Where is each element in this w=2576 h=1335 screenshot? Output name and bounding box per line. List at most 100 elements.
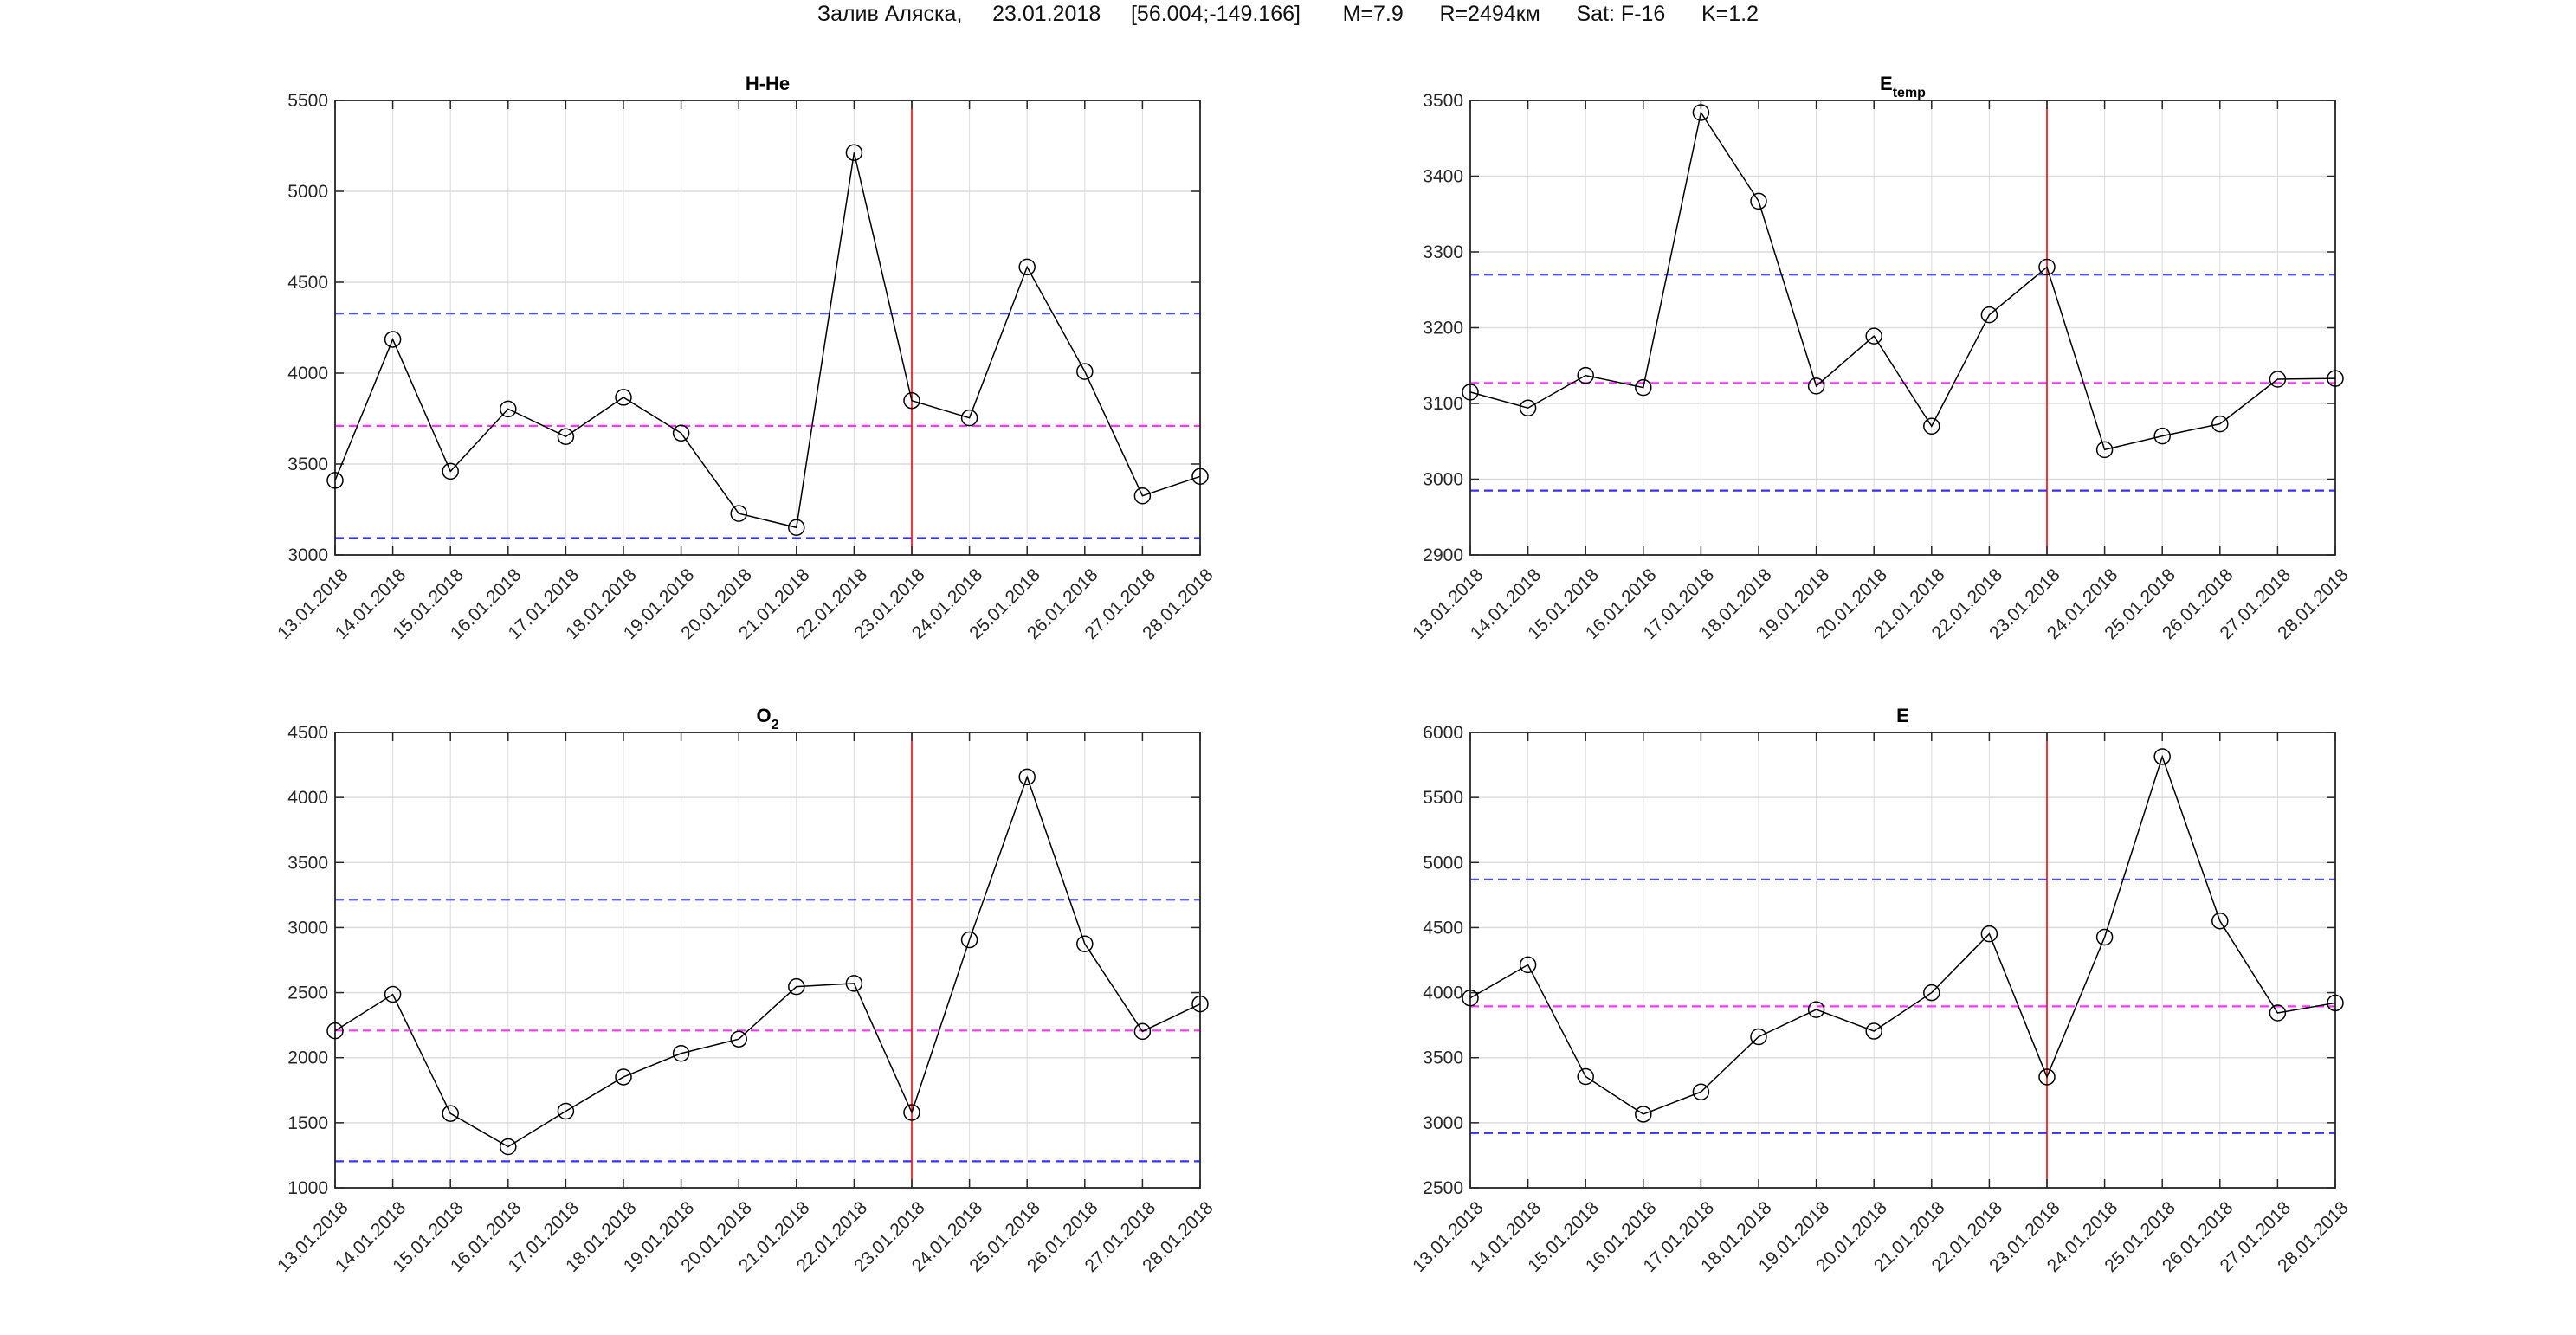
chart-panel: 13.01.201814.01.201815.01.201816.01.2018…	[274, 705, 1217, 1276]
series-line	[1469, 111, 2336, 451]
y-tick-label: 3500	[1423, 91, 1463, 111]
chart-title-main: E	[1880, 73, 1893, 94]
data-point-marker	[960, 409, 978, 427]
axes-box	[334, 732, 1201, 1189]
y-tick-label: 2900	[1423, 545, 1463, 565]
data-point-marker	[903, 1104, 920, 1121]
data-point-marker	[1923, 417, 1940, 435]
chart-panel: 13.01.201814.01.201815.01.201816.01.2018…	[1409, 73, 2353, 643]
y-tick-label: 3200	[1423, 319, 1463, 339]
data-point-marker	[2211, 415, 2229, 433]
y-tick-label: 3100	[1423, 394, 1463, 414]
y-tick-label: 1000	[287, 1178, 328, 1198]
y-tick-label: 3000	[1423, 1113, 1463, 1133]
y-tick-label: 4000	[287, 788, 328, 808]
data-point-marker	[1865, 1022, 1882, 1040]
y-tick-label: 6000	[1423, 723, 1463, 743]
data-point-marker	[1519, 399, 1537, 416]
data-point-marker	[1750, 192, 1767, 210]
data-point-marker	[1807, 1001, 1825, 1018]
data-point-marker	[2038, 1068, 2056, 1086]
data-point-marker	[845, 975, 863, 992]
data-point-marker	[1980, 925, 1998, 943]
chart-title: Etemp	[1880, 73, 1926, 100]
data-point-marker	[845, 144, 863, 162]
data-point-marker	[1133, 487, 1152, 505]
y-tick-label: 3500	[287, 455, 328, 474]
chart-panel: 13.01.201814.01.201815.01.201816.01.2018…	[274, 73, 1217, 643]
data-point-marker	[2153, 748, 2171, 765]
data-point-marker	[384, 985, 402, 1003]
data-point-marker	[557, 428, 575, 446]
data-point-marker	[500, 400, 517, 418]
axes-box	[1469, 732, 2336, 1189]
data-point-marker	[2269, 1004, 2287, 1022]
data-point-marker	[1018, 768, 1036, 786]
y-tick-label: 2500	[1423, 1178, 1463, 1198]
chart-panel: 13.01.201814.01.201815.01.201816.01.2018…	[1409, 705, 2353, 1276]
data-point-marker	[1577, 1067, 1594, 1086]
data-point-marker	[442, 462, 459, 480]
axes-box	[334, 100, 1201, 556]
data-point-marker	[1692, 104, 1710, 121]
y-tick-label: 3400	[1423, 167, 1463, 187]
y-tick-label: 5000	[1423, 853, 1463, 873]
data-point-marker	[1980, 306, 1998, 324]
data-point-marker	[1018, 258, 1036, 276]
data-point-marker	[730, 505, 747, 522]
data-point-marker	[1519, 956, 1537, 974]
data-point-marker	[1923, 984, 1940, 1002]
data-point-marker	[2327, 994, 2344, 1012]
data-point-marker	[326, 472, 344, 489]
data-point-marker	[615, 389, 632, 406]
chart-title: O2	[756, 705, 778, 732]
data-point-marker	[326, 1022, 344, 1040]
y-tick-label: 2000	[287, 1048, 328, 1068]
data-point-marker	[2269, 371, 2287, 388]
data-point-marker	[1462, 384, 1479, 401]
data-point-marker	[672, 1045, 690, 1062]
y-tick-label: 3500	[1423, 1048, 1463, 1068]
y-tick-label: 3300	[1423, 242, 1463, 262]
data-point-marker	[960, 931, 978, 949]
data-point-marker	[2038, 258, 2056, 276]
figure-title: Залив Аляска, 23.01.2018 [56.004;-149.16…	[817, 2, 1759, 26]
chart-title-main: H-He	[746, 73, 790, 94]
chart-title: H-He	[746, 73, 790, 94]
data-point-marker	[557, 1102, 575, 1120]
data-point-marker	[500, 1138, 517, 1156]
data-point-marker	[903, 391, 920, 410]
data-point-marker	[2327, 370, 2344, 387]
data-point-marker	[1807, 377, 1825, 395]
chart-title-subscript: 2	[772, 718, 779, 732]
y-tick-label: 3000	[287, 545, 328, 565]
series-line	[334, 775, 1201, 1148]
data-point-marker	[2095, 928, 2114, 946]
data-point-marker	[1635, 1106, 1652, 1123]
y-tick-label: 1500	[287, 1113, 328, 1133]
y-tick-label: 3000	[287, 918, 328, 938]
series-line	[334, 152, 1201, 529]
data-point-marker	[1750, 1028, 1767, 1046]
data-point-marker	[615, 1068, 632, 1086]
data-point-marker	[1577, 366, 1594, 384]
data-point-marker	[1191, 995, 1209, 1013]
y-tick-label: 5000	[287, 182, 328, 202]
data-point-marker	[2095, 441, 2114, 459]
data-point-marker	[1076, 363, 1094, 380]
y-tick-label: 4500	[287, 273, 328, 293]
chart-title-main: O	[756, 705, 771, 726]
data-point-marker	[1191, 468, 1209, 486]
data-point-marker	[672, 424, 690, 442]
y-tick-label: 4000	[1423, 984, 1463, 1003]
series-line	[1469, 754, 2336, 1115]
y-tick-label: 3000	[1423, 470, 1463, 490]
data-point-marker	[1865, 327, 1882, 345]
data-point-marker	[2153, 427, 2171, 445]
data-point-marker	[1133, 1022, 1152, 1041]
y-tick-label: 3500	[287, 853, 328, 873]
y-tick-label: 4500	[287, 723, 328, 743]
data-point-marker	[1692, 1083, 1710, 1100]
y-tick-label: 4000	[287, 364, 328, 384]
